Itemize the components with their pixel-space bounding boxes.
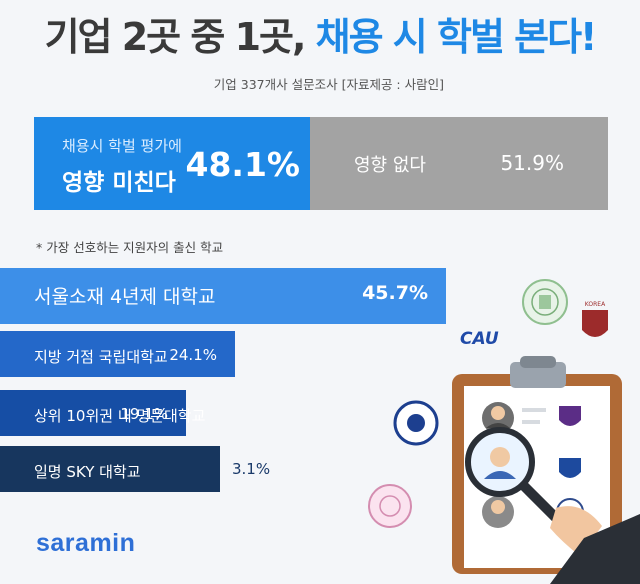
school-bar-3: 상위 10위권 내 명문대학교 19.1% [0,390,205,436]
university-emblem-icon [522,279,568,325]
korea-university-crest-icon: KOREA [582,301,608,337]
school-bar-4: 일명 SKY 대학교 [0,446,220,492]
split-yes-label: 영향 미친다 [62,170,176,196]
chart-note: * 가장 선호하는 지원자의 출신 학교 [36,240,224,255]
school-bar-value: 3.1% [232,460,271,478]
saramin-logo: saramin [36,529,136,557]
school-bar-2: 지방 거점 국립대학교 24.1% [0,331,235,377]
school-bar-label: 일명 SKY 대학교 [34,463,141,481]
school-bar-label: 서울소재 4년제 대학교 [34,286,216,308]
split-bar-yes: 채용시 학벌 평가에 영향 미친다 48.1% [34,117,310,210]
hand-illustration [550,506,640,584]
seal-emblem-icon [393,400,439,446]
page-title: 기업 2곳 중 1곳, 채용 시 학벌 본다! [0,6,640,61]
subtitle: 기업 337개사 설문조사 [자료제공 : 사람인] [213,77,444,92]
split-no-value: 51.9% [500,151,564,175]
pink-emblem-icon [368,484,412,528]
split-bar-chart: 채용시 학벌 평가에 영향 미친다 48.1% 영향 없다 51.9% [34,117,608,210]
school-bar-label: 지방 거점 국립대학교 [34,348,168,366]
svg-text:KOREA: KOREA [585,301,606,308]
split-bar-no: 영향 없다 51.9% [310,117,608,210]
school-bar-label: 상위 10위권 내 명문대학교 [34,407,206,425]
split-no-label: 영향 없다 [354,155,426,176]
school-bar-1: 서울소재 4년제 대학교 45.7% [0,268,446,324]
clipboard-illustration: KOREA CAU [368,279,640,584]
split-yes-value: 48.1% [185,145,301,184]
title-part-1: 기업 2곳 중 1곳, [44,15,307,59]
school-bar-value: 24.1% [169,346,217,364]
title-part-2: 채용 시 학벌 본다! [315,15,598,59]
school-bar-value: 19.1% [120,405,168,423]
magnifying-glass-icon [465,427,565,527]
school-bar-value: 45.7% [362,282,428,304]
split-yes-label-small: 채용시 학벌 평가에 [62,137,182,155]
cau-logo: CAU [460,329,499,349]
